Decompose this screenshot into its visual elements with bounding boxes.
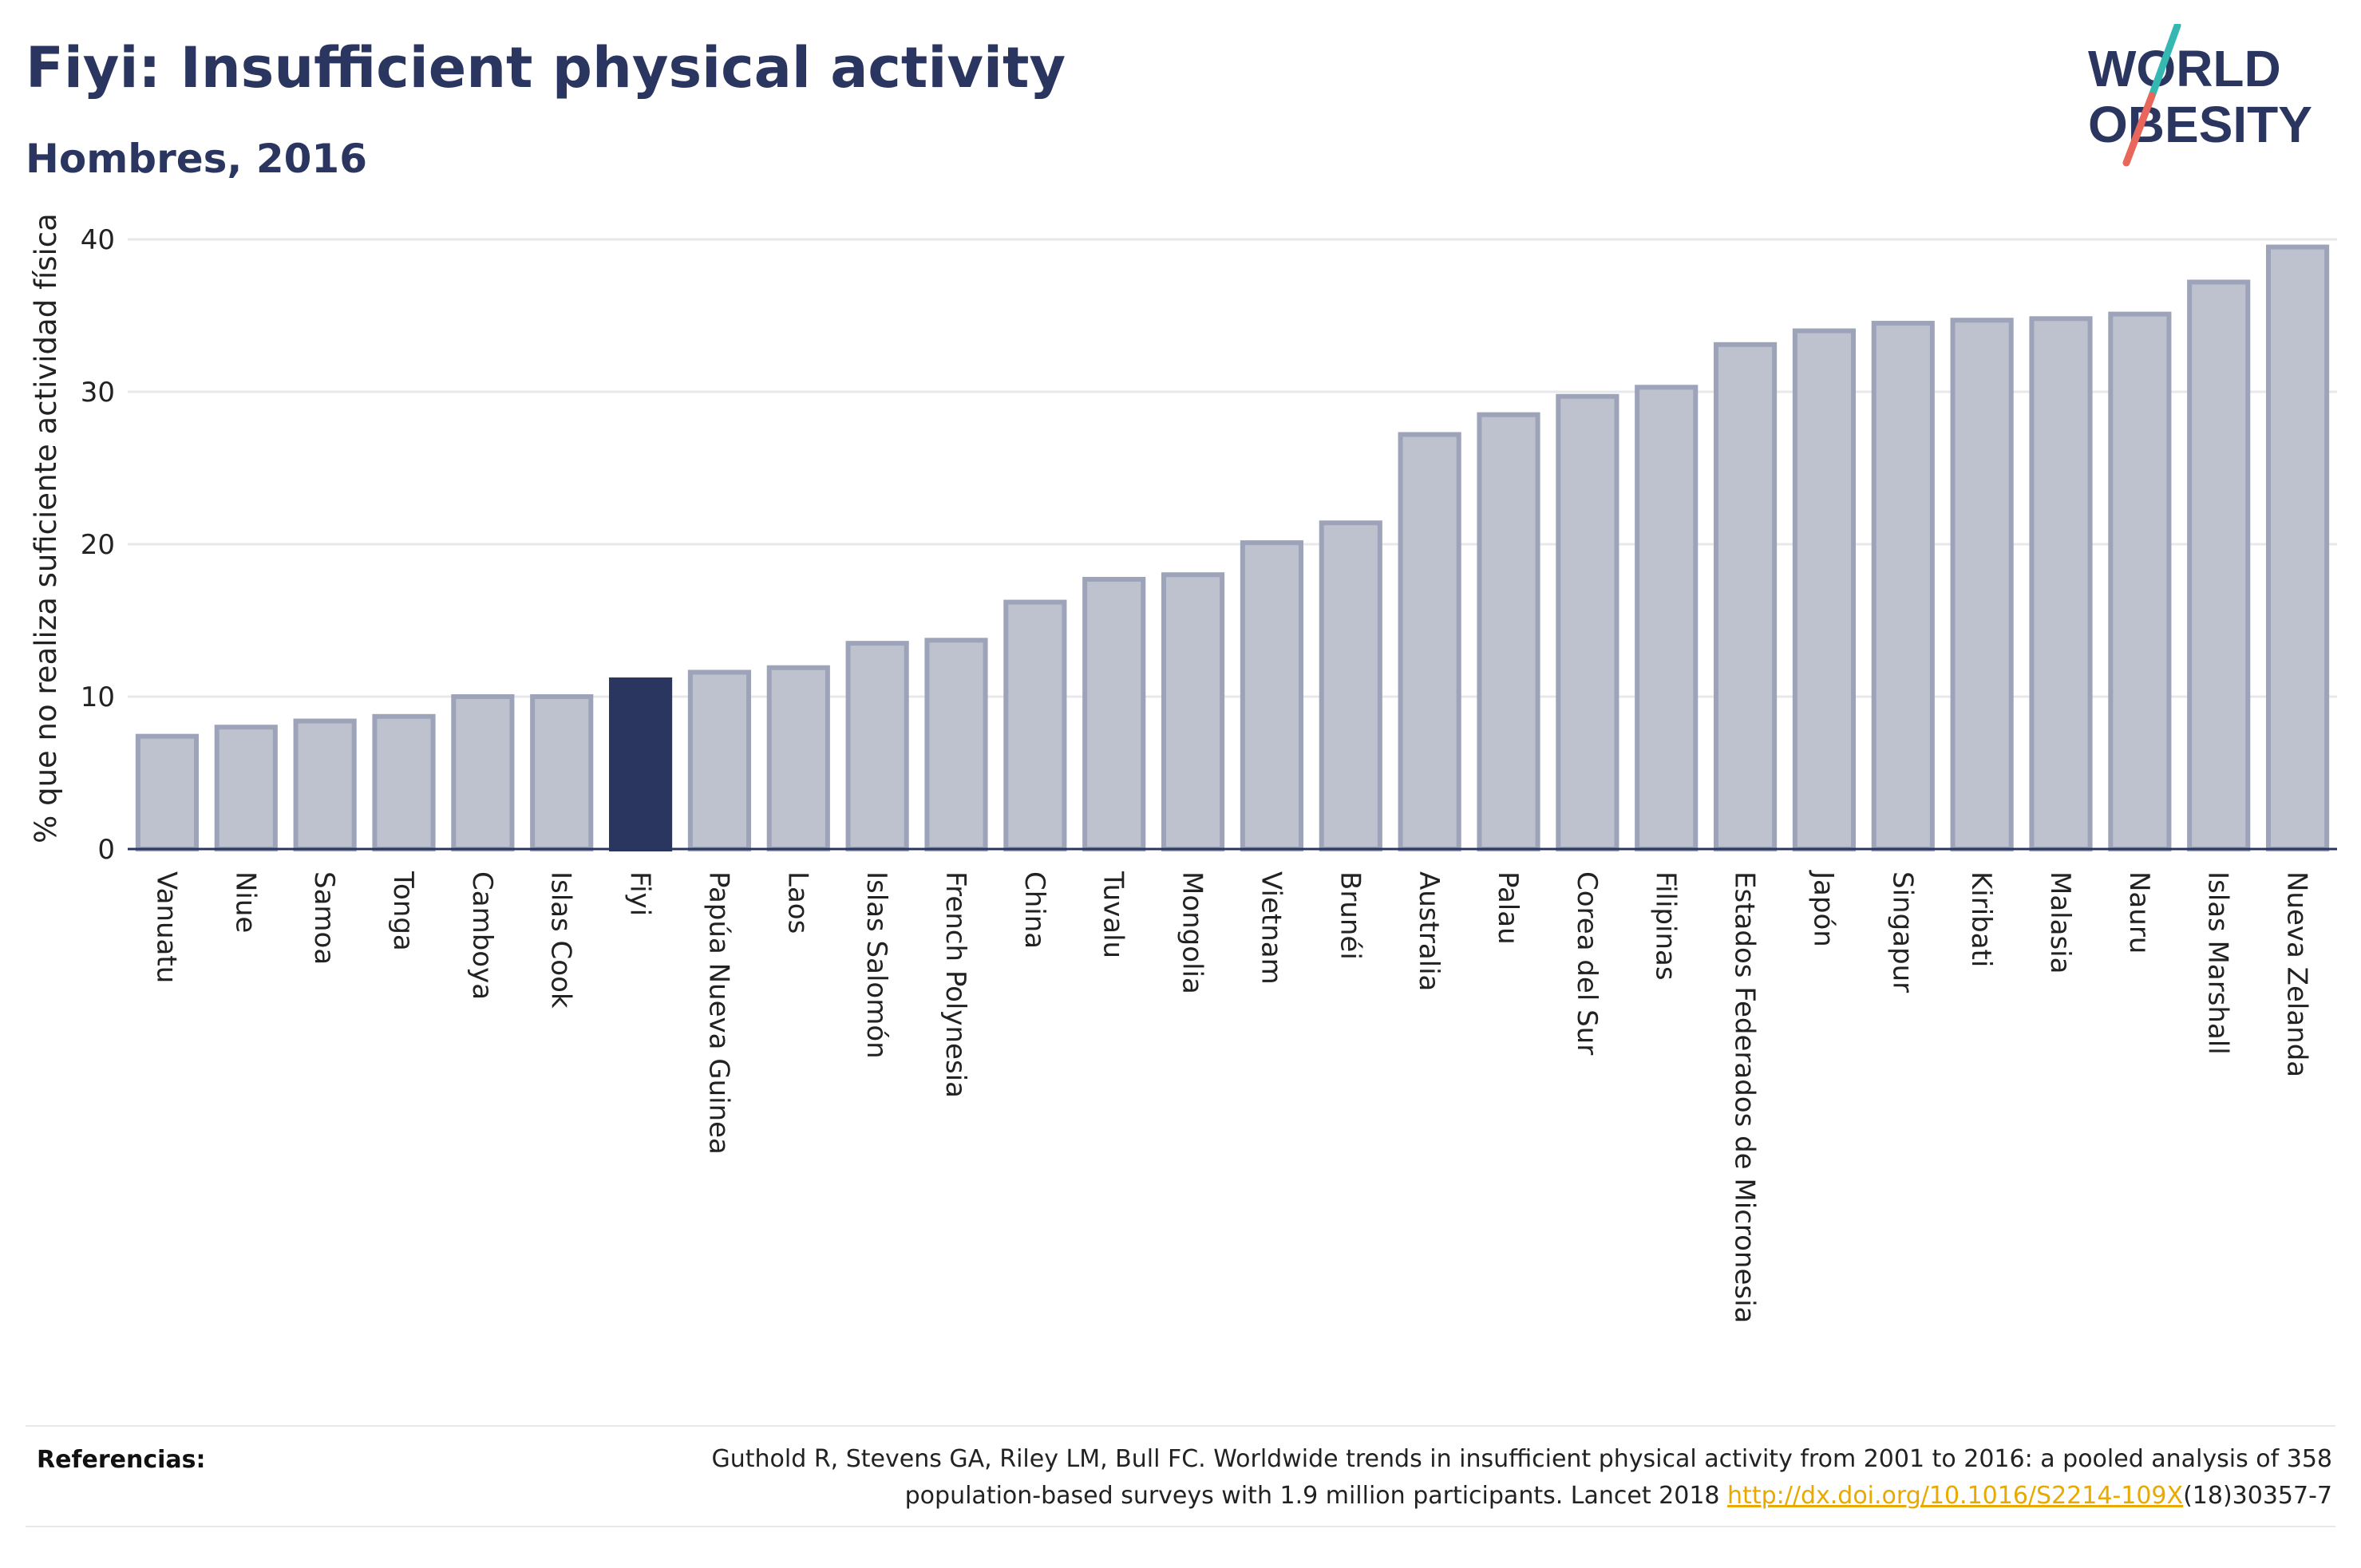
bar: [1398, 432, 1461, 851]
y-tick-label: 10: [81, 681, 115, 713]
divider-bottom: [26, 1526, 2335, 1527]
x-tick-label: Palau: [1492, 871, 1524, 945]
x-tick-label: Islas Cook: [545, 871, 577, 1009]
divider-top: [26, 1425, 2335, 1427]
x-tick-label: Japón: [1807, 870, 1839, 947]
bar: [1556, 393, 1619, 852]
bar: [1082, 576, 1146, 851]
x-tick-label: Papúa Nueva Guinea: [702, 871, 734, 1155]
bar: [1713, 342, 1778, 852]
x-tick-label: Mongolia: [1177, 871, 1208, 994]
bar: [1319, 520, 1382, 851]
x-tick-label: Brunéi: [1334, 871, 1366, 960]
logo-line-world: WORLD: [2088, 40, 2281, 97]
references-citation: Guthold R, Stevens GA, Riley LM, Bull FC…: [711, 1445, 2332, 1510]
x-tick-label: French Polynesia: [939, 871, 971, 1098]
bar: [2265, 244, 2330, 851]
x-tick-label: Tuvalu: [1097, 871, 1129, 958]
logo-slash-bottom: [2122, 92, 2156, 167]
bar: [293, 718, 357, 851]
x-tick-label: Nauru: [2123, 871, 2155, 954]
bar-chart: 0 10 20 30 40 % que no realiza suficiente act…: [29, 213, 2337, 1323]
bar: [687, 669, 752, 851]
bar: [1003, 599, 1067, 852]
bar: [924, 638, 988, 852]
bar: [1161, 572, 1225, 851]
bar: [1240, 540, 1304, 852]
bar: [845, 641, 909, 852]
x-tick-label: Samoa: [308, 871, 340, 965]
bar: [1950, 318, 2014, 852]
x-tick-label: Fiyi: [624, 871, 656, 916]
logo-line-obesity: OBESITY: [2088, 96, 2312, 153]
bar: [1871, 321, 1935, 851]
x-tick-label: Vietnam: [1255, 871, 1287, 985]
x-tick-label: Islas Marshall: [2202, 871, 2234, 1055]
chart-title: Fiyi: Insufficient physical activity: [26, 35, 1066, 101]
bar: [1477, 412, 1540, 851]
y-axis-title: % que no realiza suficiente actividad fí…: [29, 213, 63, 843]
x-tick-label: Camboya: [466, 871, 498, 1000]
y-tick-label: 40: [81, 224, 115, 256]
x-tick-label: China: [1018, 871, 1050, 949]
bar: [214, 725, 278, 852]
x-tick-label: Australia: [1413, 871, 1445, 991]
bar: [372, 713, 436, 852]
bar: [530, 694, 594, 851]
y-tick-label: 30: [81, 377, 115, 409]
bar: [1635, 385, 1699, 851]
x-tick-label: Tonga: [387, 871, 419, 951]
chart-subtitle: Hombres, 2016: [26, 136, 367, 182]
bar: [2029, 316, 2093, 851]
bar: [135, 733, 200, 851]
bar-highlight: [608, 677, 673, 851]
bar: [451, 694, 515, 851]
references-doi-link[interactable]: http://dx.doi.org/10.1016/S2214-109X: [1727, 1482, 2184, 1510]
bar: [2108, 311, 2172, 851]
x-tick-label: Niue: [229, 871, 261, 933]
y-tick-label: 20: [81, 529, 115, 561]
logo-slash-top: [2148, 24, 2181, 100]
x-tick-label: Corea del Sur: [1571, 871, 1603, 1055]
x-tick-label: Islas Salomón: [860, 871, 892, 1059]
x-tick-label: Filipinas: [1650, 871, 1682, 981]
x-tick-label: Vanuatu: [150, 871, 182, 983]
bar: [2187, 279, 2251, 852]
x-tick-label: Nueva Zelanda: [2281, 871, 2313, 1077]
bar: [1792, 328, 1857, 852]
x-tick-label: Singapur: [1886, 871, 1918, 993]
bar: [766, 665, 830, 852]
y-tick-label: 0: [97, 834, 115, 866]
x-tick-label: Laos: [781, 871, 813, 934]
references-text: Guthold R, Stevens GA, Riley LM, Bull FC…: [576, 1441, 2332, 1515]
x-tick-label: Estados Federados de Micronesia: [1729, 871, 1761, 1323]
x-tick-label: Malasia: [2044, 871, 2076, 974]
world-obesity-logo: WORLD OBESITY: [2088, 24, 2312, 167]
references-label: Referencias:: [37, 1446, 206, 1474]
references-suffix: (18)30357-7: [2183, 1482, 2332, 1510]
x-tick-label: Kiribati: [1965, 871, 1997, 967]
